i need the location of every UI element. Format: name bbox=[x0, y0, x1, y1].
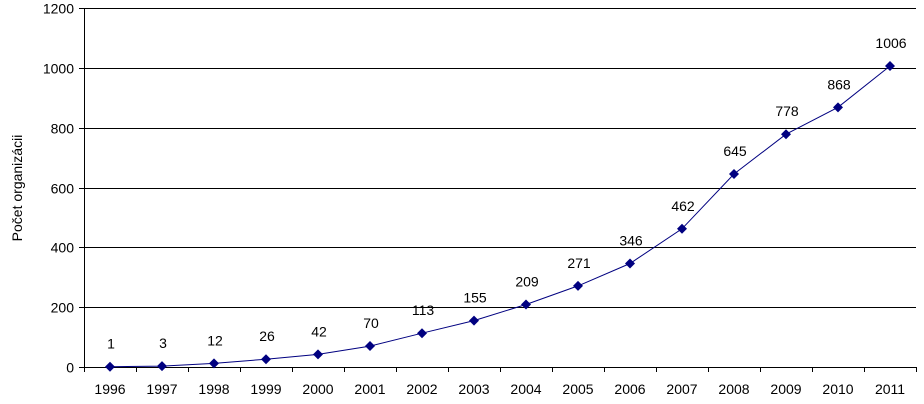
data-label: 645 bbox=[723, 143, 747, 159]
x-tick-label: 2007 bbox=[666, 381, 697, 397]
x-tick-label: 2000 bbox=[302, 381, 333, 397]
x-tick-label: 2009 bbox=[770, 381, 801, 397]
data-point-marker bbox=[573, 280, 583, 291]
series-group bbox=[105, 61, 895, 372]
data-label: 209 bbox=[515, 273, 539, 289]
x-tick-label: 2005 bbox=[562, 381, 593, 397]
y-axis-label: Počet organizácii bbox=[9, 135, 25, 242]
x-tick-label: 2006 bbox=[614, 381, 645, 397]
data-point-marker bbox=[833, 102, 843, 113]
x-tick-label: 1999 bbox=[250, 381, 281, 397]
data-label: 70 bbox=[363, 315, 379, 331]
data-point-marker bbox=[157, 361, 167, 372]
data-label: 42 bbox=[311, 323, 327, 339]
y-tick-label: 1000 bbox=[43, 61, 74, 77]
data-label: 1006 bbox=[875, 35, 906, 51]
x-tick-label: 2011 bbox=[875, 381, 905, 397]
data-point-marker bbox=[261, 354, 271, 365]
axes bbox=[79, 8, 917, 372]
y-tick-label: 200 bbox=[51, 300, 75, 316]
data-label: 26 bbox=[259, 328, 275, 344]
data-point-marker bbox=[521, 299, 531, 310]
data-point-marker bbox=[677, 223, 687, 234]
data-label: 1 bbox=[107, 336, 115, 352]
x-tick-label: 2001 bbox=[354, 381, 385, 397]
data-label: 868 bbox=[827, 76, 851, 92]
x-tick-label: 2010 bbox=[822, 381, 853, 397]
x-tick-label: 2004 bbox=[510, 381, 541, 397]
data-label: 271 bbox=[567, 255, 591, 271]
data-point-marker bbox=[781, 129, 791, 140]
data-label: 346 bbox=[619, 232, 643, 248]
data-labels: 1 3 12 26 42 70 113 155 209 271 346 462 645 778 868 100… bbox=[107, 35, 907, 352]
data-label: 12 bbox=[207, 332, 223, 348]
x-tick-label: 1996 bbox=[94, 381, 125, 397]
data-point-marker bbox=[729, 169, 739, 180]
y-tick-labels: 0 200 400 600 800 1000 1200 bbox=[43, 1, 74, 376]
data-label: 3 bbox=[159, 335, 167, 351]
data-point-marker bbox=[209, 358, 219, 369]
gridlines bbox=[84, 8, 916, 308]
data-point-marker bbox=[625, 258, 635, 269]
data-point-marker bbox=[417, 328, 427, 339]
data-point-marker bbox=[105, 361, 115, 372]
x-tick-label: 1998 bbox=[198, 381, 229, 397]
data-label: 462 bbox=[671, 198, 695, 214]
data-point-marker bbox=[885, 61, 895, 72]
data-label: 113 bbox=[412, 302, 435, 318]
x-tick-label: 2008 bbox=[718, 381, 749, 397]
data-point-marker bbox=[469, 315, 479, 326]
data-label: 155 bbox=[463, 290, 487, 306]
y-tick-label: 400 bbox=[51, 240, 75, 256]
series-line bbox=[109, 65, 891, 368]
data-point-marker bbox=[313, 349, 323, 360]
data-label: 778 bbox=[775, 103, 799, 119]
y-tick-label: 600 bbox=[51, 181, 75, 197]
x-tick-label: 2003 bbox=[458, 381, 489, 397]
x-tick-labels: 1996 1997 1998 1999 2000 2001 2002 2003 2004 2005… bbox=[94, 381, 905, 397]
x-tick-label: 2002 bbox=[406, 381, 437, 397]
y-tick-label: 800 bbox=[51, 121, 75, 137]
x-tick-label: 1997 bbox=[146, 381, 177, 397]
y-tick-label: 1200 bbox=[43, 1, 74, 17]
data-point-marker bbox=[365, 341, 375, 352]
y-tick-label: 0 bbox=[66, 360, 74, 376]
